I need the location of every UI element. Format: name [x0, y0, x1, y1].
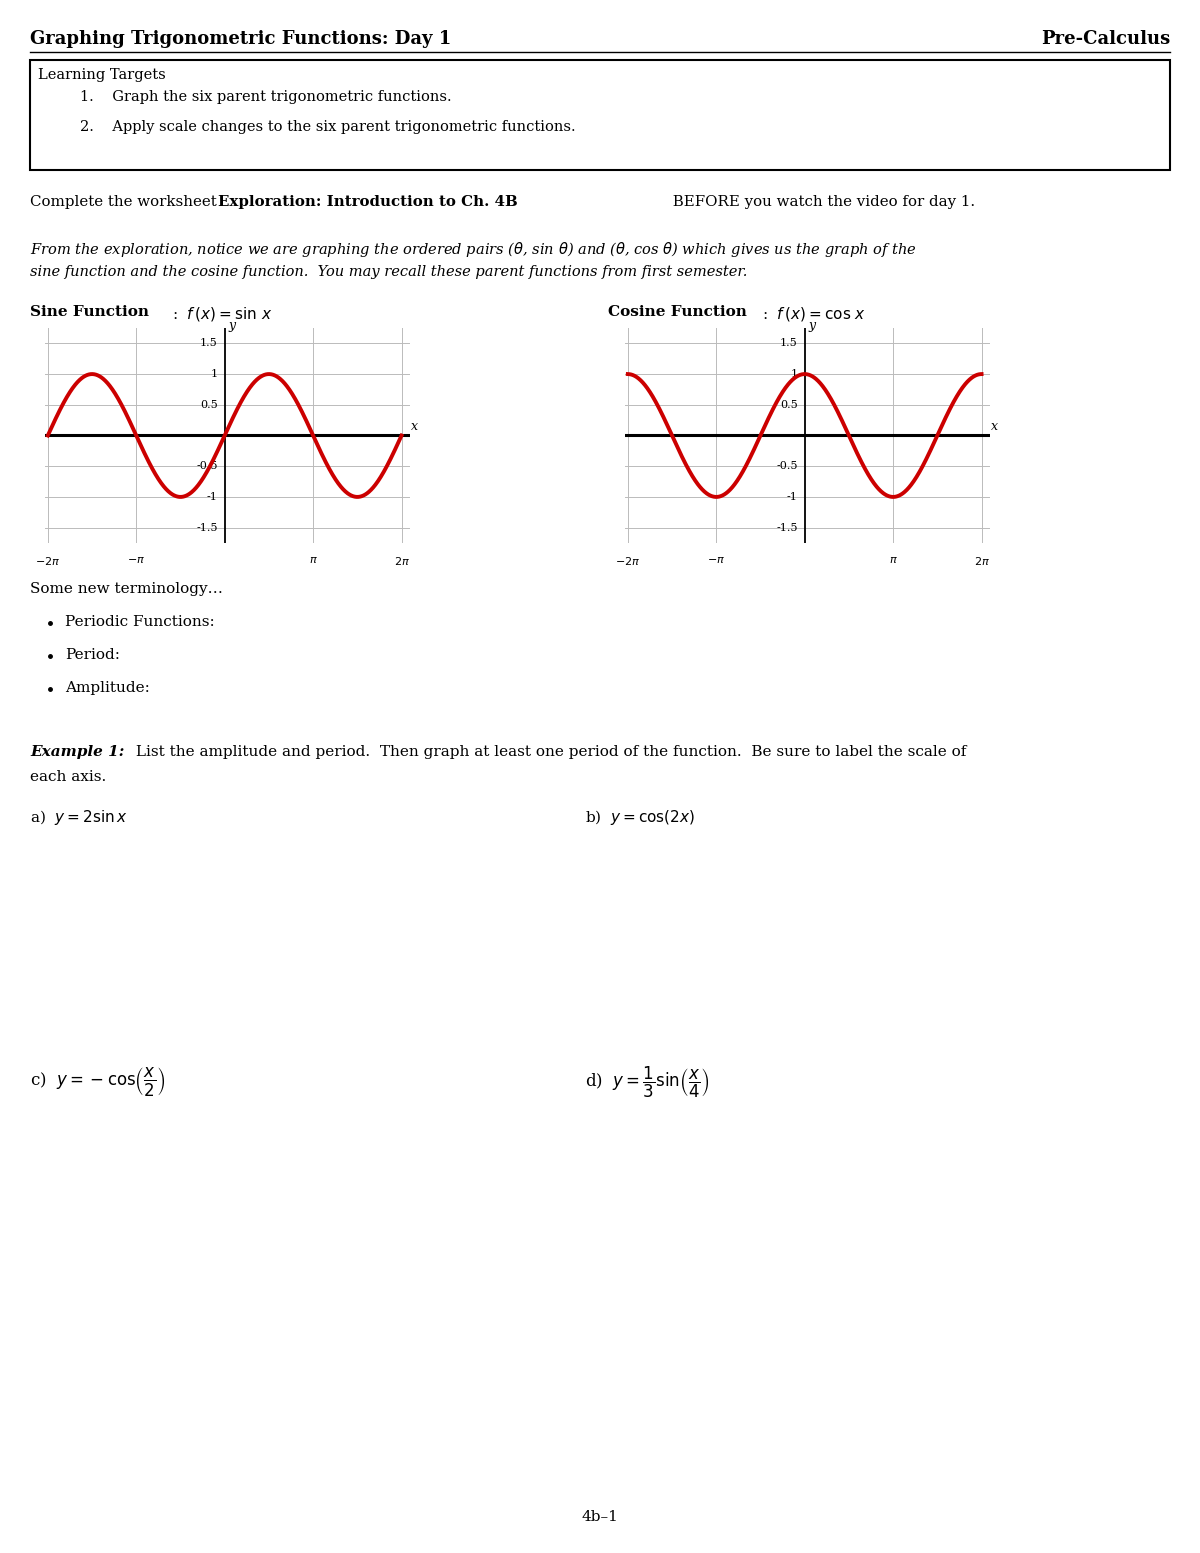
Text: $2\pi$: $2\pi$ — [394, 556, 409, 567]
Text: $-\pi$: $-\pi$ — [127, 556, 145, 565]
Text: y: y — [808, 320, 815, 332]
Text: y: y — [228, 320, 235, 332]
Text: -1.5: -1.5 — [776, 523, 798, 533]
Text: From the exploration, notice we are graphing the ordered pairs ($\theta$, sin $\: From the exploration, notice we are grap… — [30, 241, 917, 259]
Text: 2.    Apply scale changes to the six parent trigonometric functions.: 2. Apply scale changes to the six parent… — [80, 120, 576, 134]
Text: 0.5: 0.5 — [780, 399, 798, 410]
Text: $2\pi$: $2\pi$ — [973, 556, 990, 567]
Text: -0.5: -0.5 — [196, 461, 217, 471]
Text: List the amplitude and period.  Then graph at least one period of the function. : List the amplitude and period. Then grap… — [131, 745, 966, 759]
Text: Periodic Functions:: Periodic Functions: — [65, 615, 215, 629]
Text: 1.    Graph the six parent trigonometric functions.: 1. Graph the six parent trigonometric fu… — [80, 90, 451, 104]
Text: Graphing Trigonometric Functions: Day 1: Graphing Trigonometric Functions: Day 1 — [30, 30, 451, 48]
Text: 1.5: 1.5 — [780, 339, 798, 348]
Text: 1: 1 — [210, 370, 217, 379]
Text: 1.5: 1.5 — [200, 339, 217, 348]
Text: Some new terminology…: Some new terminology… — [30, 582, 223, 596]
Text: $-2\pi$: $-2\pi$ — [616, 556, 641, 567]
Text: Amplitude:: Amplitude: — [65, 682, 150, 696]
Text: Exploration: Introduction to Ch. 4B: Exploration: Introduction to Ch. 4B — [218, 196, 517, 210]
Text: $\pi$: $\pi$ — [889, 556, 898, 565]
Text: Period:: Period: — [65, 648, 120, 662]
Bar — [30, 61, 1170, 169]
Text: $-2\pi$: $-2\pi$ — [35, 556, 60, 567]
Text: each axis.: each axis. — [30, 770, 107, 784]
Text: :  $f\,(x) = \cos\, x$: : $f\,(x) = \cos\, x$ — [762, 304, 866, 323]
Text: $-\pi$: $-\pi$ — [707, 556, 725, 565]
Text: -0.5: -0.5 — [776, 461, 798, 471]
Text: Pre-Calculus: Pre-Calculus — [1040, 30, 1170, 48]
Text: :  $f\,(x) = \sin\, x$: : $f\,(x) = \sin\, x$ — [172, 304, 272, 323]
Text: c)  $y = -\cos\!\left(\dfrac{x}{2}\right)$: c) $y = -\cos\!\left(\dfrac{x}{2}\right)… — [30, 1065, 166, 1098]
Text: 0.5: 0.5 — [200, 399, 217, 410]
Text: 4b–1: 4b–1 — [582, 1510, 618, 1523]
Text: x: x — [412, 419, 419, 433]
Text: 1: 1 — [791, 370, 798, 379]
Text: x: x — [991, 419, 998, 433]
Text: sine function and the cosine function.  You may recall these parent functions fr: sine function and the cosine function. Y… — [30, 266, 748, 280]
Text: b)  $y = \cos(2x)$: b) $y = \cos(2x)$ — [586, 808, 695, 828]
Text: Example 1:: Example 1: — [30, 745, 125, 759]
Text: $\pi$: $\pi$ — [308, 556, 318, 565]
Text: d)  $y = \dfrac{1}{3}\sin\!\left(\dfrac{x}{4}\right)$: d) $y = \dfrac{1}{3}\sin\!\left(\dfrac{x… — [586, 1065, 710, 1100]
Text: Learning Targets: Learning Targets — [38, 68, 166, 82]
Text: -1.5: -1.5 — [196, 523, 217, 533]
Text: Cosine Function: Cosine Function — [608, 304, 746, 318]
Text: Complete the worksheet: Complete the worksheet — [30, 196, 222, 210]
Text: BEFORE you watch the video for day 1.: BEFORE you watch the video for day 1. — [668, 196, 976, 210]
Text: a)  $y = 2\sin x$: a) $y = 2\sin x$ — [30, 808, 127, 828]
Text: Sine Function: Sine Function — [30, 304, 149, 318]
Text: -1: -1 — [787, 492, 798, 502]
Text: -1: -1 — [206, 492, 217, 502]
